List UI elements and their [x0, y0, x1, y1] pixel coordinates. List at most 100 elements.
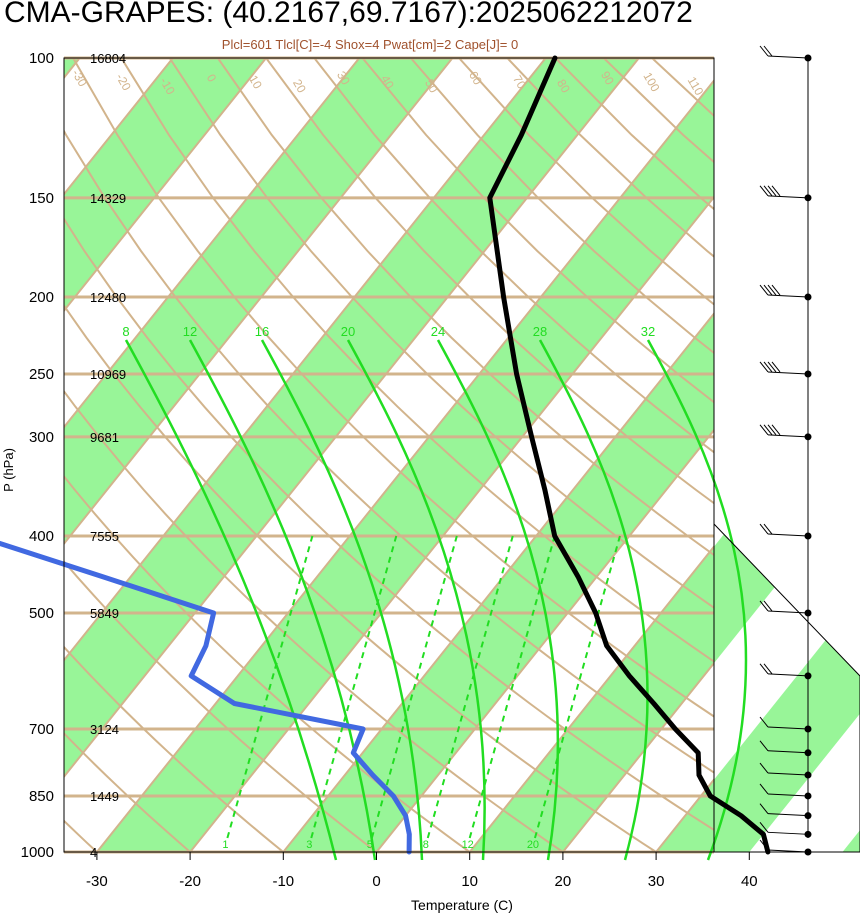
- dry-adiabat-label: 70: [510, 73, 529, 92]
- moist-adiabat: [124, 339, 338, 861]
- wind-barb-flag: [763, 600, 773, 612]
- moist-adiabat: [188, 339, 377, 861]
- moist-adiabat: [346, 339, 486, 861]
- height-label: 10969: [90, 367, 126, 382]
- dry-adiabat-label: 80: [554, 77, 573, 96]
- isotherm-line: [468, 545, 714, 852]
- mixing-ratio-label: 12: [462, 839, 474, 851]
- wind-barb-flag: [759, 424, 769, 436]
- mixing-ratio-line: [533, 535, 621, 839]
- wind-barb-flag: [771, 284, 781, 296]
- dry-adiabat-label: 30: [334, 69, 353, 88]
- isotherm-line: [64, 58, 361, 429]
- temperature-profile: [487, 55, 771, 855]
- isotherm-line: [64, 58, 454, 546]
- isotherm-line: [375, 428, 714, 852]
- wind-barb-flag: [763, 663, 773, 675]
- moist-adiabat: [260, 339, 424, 861]
- wind-barb-staff: [767, 793, 809, 797]
- wind-barb-flag: [759, 803, 769, 814]
- mixing-ratio-label: 5: [367, 839, 373, 851]
- mixing-ratio-line: [226, 535, 314, 839]
- pressure-label: 1000: [21, 844, 54, 861]
- isotherm-line: [64, 58, 547, 662]
- moist-adiabat-label: 12: [183, 324, 197, 339]
- chart-subtitle: Plcl=601 Tlcl[C]=-4 Shox=4 Pwat[cm]=2 Ca…: [222, 37, 518, 52]
- moist-adiabat-label: 8: [122, 324, 129, 339]
- wind-barb-flag: [759, 361, 769, 373]
- pressure-label: 500: [29, 605, 54, 622]
- wind-barb-staff: [767, 813, 809, 817]
- x-axis-label: Temperature (C): [411, 897, 513, 913]
- height-label: 4: [90, 845, 97, 860]
- wind-barb-flag: [759, 822, 769, 833]
- mixing-ratio-line: [426, 535, 514, 839]
- dry-adiabat-label: 100: [640, 70, 662, 95]
- sounding-profiles: [0, 55, 771, 855]
- wind-barb-staff: [767, 831, 809, 835]
- wind-barb-flag: [767, 185, 777, 197]
- wind-barb-staff: [767, 673, 809, 677]
- dry-adiabat: [64, 217, 714, 832]
- wind-barb-flag: [759, 716, 769, 728]
- mixing-ratio-lines: 1 3 5 8 12 20: [222, 535, 621, 851]
- wind-barb-flag: [763, 424, 773, 436]
- wind-barb-column: [759, 45, 812, 856]
- height-label: 9681: [90, 430, 119, 445]
- wind-barb-flag: [763, 523, 773, 535]
- mixing-ratio-label: 8: [423, 839, 429, 851]
- wind-barb-flag: [771, 185, 781, 197]
- height-label: 14329: [90, 191, 126, 206]
- dry-adiabat: [64, 129, 714, 774]
- dry-adiabat: [72, 58, 714, 718]
- y-axis-label: P (hPa): [1, 448, 16, 492]
- mixing-ratio-label: 1: [222, 839, 228, 851]
- x-tick-label: -20: [179, 873, 201, 890]
- height-label: 1449: [90, 789, 119, 804]
- wind-barb-flag: [759, 523, 769, 535]
- dry-adiabat-label: 60: [466, 69, 485, 88]
- moist-adiabat-label: 20: [341, 324, 355, 339]
- wind-barb-flag: [759, 839, 769, 851]
- dry-adiabat-label: 40: [378, 73, 397, 92]
- dry-adiabat: [64, 560, 379, 852]
- pressure-label: 700: [29, 721, 54, 738]
- mixing-ratio-label: 3: [306, 839, 312, 851]
- pressure-label: 400: [29, 528, 54, 545]
- moist-adiabats: 8 12 16 20 24 28 32: [122, 324, 748, 861]
- wind-barb-staff: [767, 294, 809, 298]
- dry-adiabat-label: -30: [69, 67, 90, 89]
- wind-barb-flag: [767, 361, 777, 373]
- mixing-ratio-line: [310, 535, 398, 839]
- dry-adiabat: [361, 58, 714, 404]
- dry-adiabat: [168, 58, 714, 610]
- wind-barb-flag: [763, 45, 773, 57]
- isotherm-band: [283, 520, 643, 852]
- isotherm-bands: [64, 58, 860, 860]
- height-label: 12480: [90, 290, 126, 305]
- background-grid: -30 -20 -10 0 10 20 30 40 50 60 70 80 90 100 110: [64, 56, 714, 854]
- wind-barb-flag: [767, 424, 777, 436]
- wind-barb-flag: [759, 600, 769, 612]
- height-label: 5849: [90, 606, 119, 621]
- x-tick-label: 10: [461, 873, 478, 890]
- chart-title: CMA-GRAPES: (40.2167,69.7167):2025062212…: [4, 0, 693, 29]
- wind-barb-flag: [771, 424, 781, 436]
- wind-barb-flag: [763, 361, 773, 373]
- mixing-ratio-line: [468, 535, 556, 839]
- dry-adiabat: [120, 58, 714, 663]
- x-tick-label: 0: [372, 873, 380, 890]
- mixing-ratio-line: [370, 535, 458, 839]
- dry-adiabat-label: 90: [598, 69, 617, 88]
- x-tick-label: -10: [272, 873, 294, 890]
- wind-barb-staff: [767, 434, 809, 438]
- height-label: 16804: [90, 51, 126, 66]
- dry-adiabat: [64, 389, 565, 852]
- moist-adiabat: [436, 339, 560, 861]
- wind-barb-staff: [767, 772, 809, 776]
- wind-barb-flag: [759, 663, 769, 675]
- wind-barb-staff: [767, 533, 809, 537]
- isotherm-band: [842, 830, 860, 852]
- dry-adiabat: [64, 731, 192, 852]
- dry-adiabat: [265, 58, 714, 505]
